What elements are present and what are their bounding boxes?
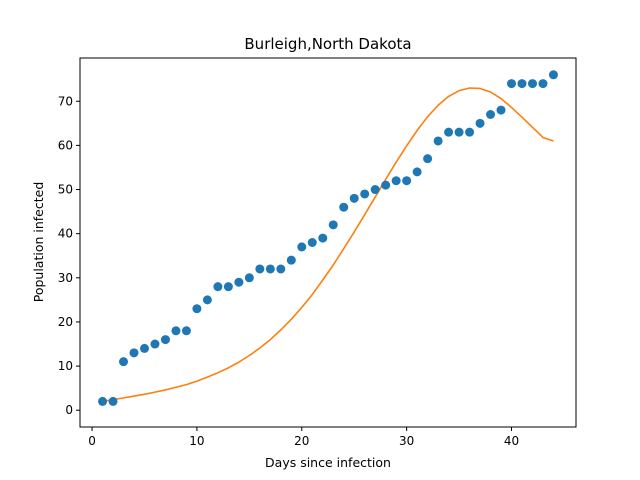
data-point	[286, 255, 296, 265]
observed-points	[98, 70, 558, 406]
data-point	[171, 326, 181, 336]
data-point	[538, 79, 548, 89]
x-axis-ticks: 0 10 20 30 40	[88, 427, 519, 448]
plot-area	[80, 58, 576, 427]
data-point	[129, 348, 139, 358]
data-point	[276, 264, 286, 274]
data-point	[548, 70, 558, 80]
data-point	[370, 185, 380, 195]
chart-title: Burleigh,North Dakota	[244, 35, 411, 53]
y-tick-label: 0	[65, 403, 73, 417]
data-point	[192, 304, 202, 314]
data-point	[486, 110, 496, 119]
x-tick-label: 20	[294, 434, 309, 448]
data-point	[328, 220, 338, 230]
data-point	[234, 277, 244, 287]
data-point	[339, 202, 349, 212]
data-point	[150, 339, 160, 349]
data-point	[349, 193, 359, 203]
data-point	[297, 242, 307, 252]
data-point	[139, 343, 149, 353]
x-tick-label: 10	[189, 434, 204, 448]
plot-frame	[79, 57, 577, 428]
y-tick-label: 60	[58, 138, 73, 152]
x-axis-label: Days since infection	[265, 455, 391, 470]
data-point	[223, 282, 233, 292]
x-tick-label: 40	[504, 434, 519, 448]
data-point	[391, 176, 401, 186]
data-point	[265, 264, 275, 274]
data-point	[108, 396, 118, 406]
y-tick-label: 50	[58, 183, 73, 197]
y-axis-label: Population infected	[31, 182, 46, 303]
data-point	[255, 264, 265, 274]
y-axis-ticks: 0 10 20 30 40 50 60 70	[58, 94, 80, 417]
x-tick-label: 30	[399, 434, 414, 448]
data-point	[527, 79, 537, 89]
data-point	[307, 238, 317, 247]
data-point	[423, 154, 433, 164]
data-point	[98, 396, 108, 406]
y-tick-label: 40	[58, 227, 73, 241]
data-point	[381, 180, 391, 190]
data-point	[444, 127, 454, 137]
data-point	[433, 136, 443, 146]
data-point	[507, 79, 517, 89]
data-point	[160, 335, 170, 345]
data-point	[213, 282, 223, 292]
model-curve-line	[102, 87, 554, 403]
data-point	[465, 127, 475, 137]
data-point	[360, 189, 370, 199]
data-point	[244, 273, 254, 283]
y-tick-label: 20	[58, 315, 73, 329]
data-point	[119, 357, 129, 367]
y-tick-label: 30	[58, 271, 73, 285]
y-tick-label: 10	[58, 359, 73, 373]
data-point	[202, 295, 212, 305]
data-point	[318, 233, 328, 243]
data-point	[496, 105, 506, 115]
data-point	[454, 127, 464, 137]
model-curve	[102, 87, 554, 403]
data-point	[475, 118, 485, 128]
data-point	[412, 167, 422, 177]
data-point	[517, 79, 527, 89]
data-point	[402, 176, 412, 186]
x-tick-label: 0	[88, 434, 96, 448]
y-tick-label: 70	[58, 94, 73, 108]
data-point	[181, 326, 191, 336]
